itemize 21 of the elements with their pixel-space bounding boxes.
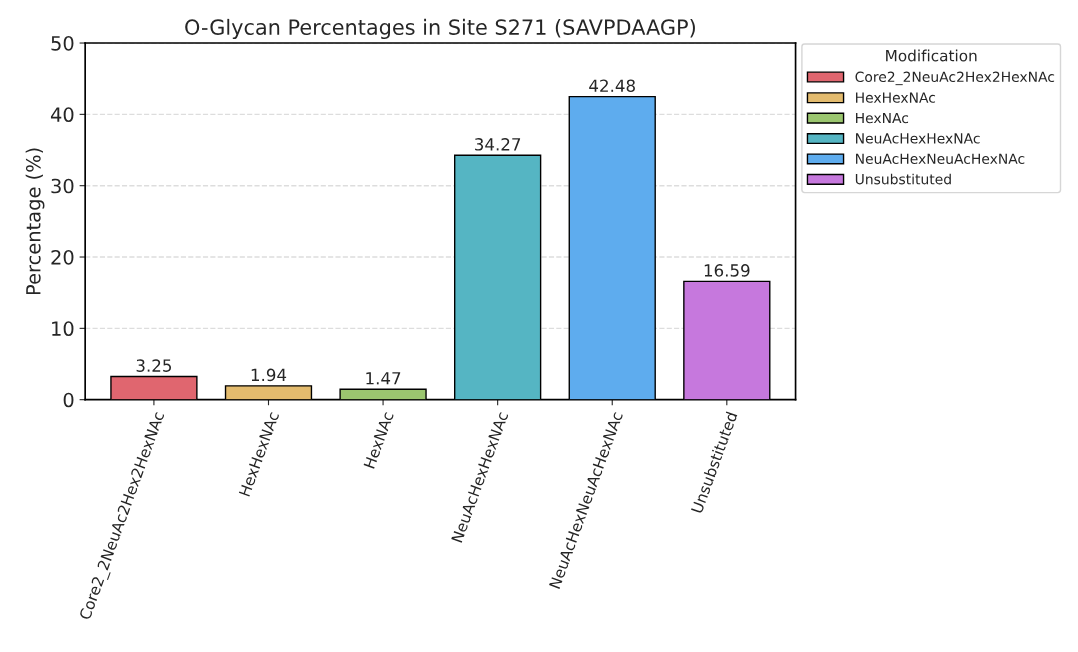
legend-label: NeuAcHexHexNAc — [856, 133, 980, 144]
data-label: 34.27 — [475, 138, 521, 151]
legend-title: Modification — [886, 49, 977, 62]
y-tick-label: 10 — [52, 321, 74, 337]
legend-label: Unsubstituted — [855, 173, 951, 185]
legend-label: Core2_2NeuAc2Hex2HexNAc — [855, 71, 1055, 86]
y-tick-label: 0 — [63, 392, 74, 408]
data-label: 1.94 — [251, 368, 287, 382]
chart-title: O-Glycan Percentages in Site S271 (SAVPDAAGP) — [185, 18, 695, 40]
y-axis-title: Percentage (%) — [25, 148, 45, 295]
legend-label: HexHexNAc — [856, 92, 936, 103]
legend-label: HexNAc — [856, 112, 909, 124]
data-label: 3.25 — [136, 359, 172, 372]
data-label: 42.48 — [589, 79, 635, 93]
data-label: 16.59 — [704, 264, 750, 277]
y-tick-label: 50 — [51, 35, 74, 51]
y-tick-label: 20 — [51, 249, 74, 265]
y-tick-label: 40 — [50, 107, 74, 123]
y-tick-label: 30 — [51, 178, 74, 194]
data-label: 1.47 — [366, 372, 401, 385]
legend-label: NeuAcHexNeuAcHexNAc — [856, 153, 1025, 164]
